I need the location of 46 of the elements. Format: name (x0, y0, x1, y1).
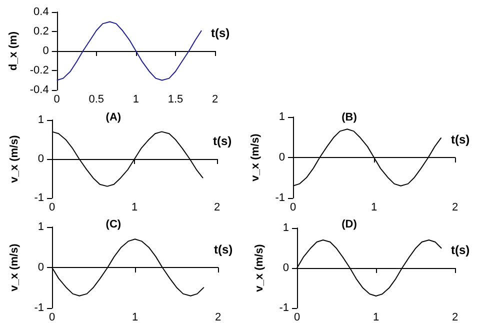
x-tick-label: 1 (372, 312, 380, 323)
y-tick-label: 1 (282, 222, 289, 234)
x-tick-label: 2 (452, 312, 458, 323)
chart-title: (C) (106, 218, 122, 230)
y-axis-title: v_x (m/s) (250, 133, 262, 182)
y-tick-label: -1 (275, 192, 285, 204)
x-tick-label: 1 (131, 202, 138, 214)
y-tick-label: -0.4 (30, 84, 49, 96)
x-axis-title: t(s) (213, 134, 232, 148)
y-tick-label: 1 (38, 114, 44, 126)
y-tick-label: -1 (279, 302, 289, 314)
x-tick-label: 1 (370, 202, 378, 214)
y-axis-title: v_x (m/s) (8, 134, 20, 183)
chart-title: (B) (342, 112, 358, 124)
x-tick-label: 0.5 (88, 94, 104, 106)
y-tick-label: -0.2 (30, 64, 49, 76)
x-axis-title: t(s) (451, 132, 470, 146)
y-tick-label: 1 (278, 111, 285, 123)
x-axis-title: t(s) (214, 242, 233, 256)
y-tick-label: 0 (38, 262, 44, 274)
y-tick-label: 0 (42, 45, 49, 57)
chart-title: (D) (342, 218, 358, 230)
x-tick-label: 1.5 (168, 94, 184, 106)
x-tick-label: 1 (132, 94, 139, 106)
x-axis-title: t(s) (211, 26, 230, 40)
x-tick-label: 2 (452, 202, 458, 214)
y-tick-label: -1 (34, 302, 44, 314)
y-tick-label: 1 (38, 221, 44, 233)
y-tick-label: 0 (278, 152, 285, 164)
x-tick-label: 2 (214, 202, 220, 214)
x-tick-label: 1 (132, 312, 138, 323)
y-axis-title: v_x (m/s) (254, 244, 266, 292)
y-tick-label: 0.4 (34, 6, 49, 18)
line-series (56, 21, 202, 81)
x-tick-label: 0 (294, 312, 300, 323)
y-axis-title: d_x (m) (8, 31, 20, 71)
chart-title: (A) (106, 112, 122, 124)
y-tick-label: 0 (282, 262, 289, 274)
x-tick-label: 2 (212, 94, 218, 106)
y-tick-label: 0.2 (34, 26, 49, 38)
x-tick-label: 2 (214, 312, 222, 323)
x-tick-label: 0 (54, 94, 60, 106)
y-tick-label: 0 (38, 153, 44, 165)
x-axis-title: t(s) (451, 243, 470, 257)
y-axis-title: v_x (m/s) (8, 243, 20, 292)
y-tick-label: -1 (34, 192, 44, 204)
